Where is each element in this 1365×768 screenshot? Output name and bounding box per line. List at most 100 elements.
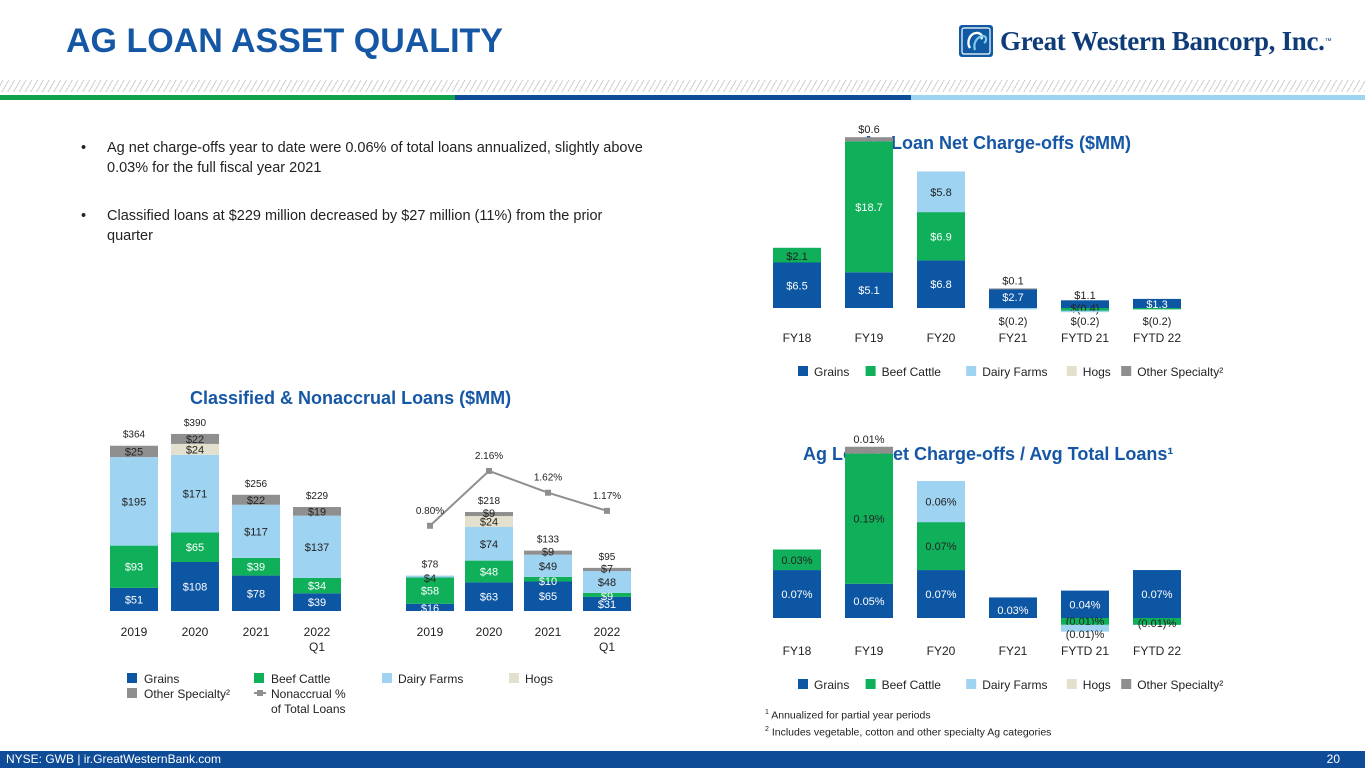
data-label: $22	[247, 495, 265, 507]
bar-beef-cattle	[1133, 308, 1181, 310]
logo-text: Great Western Bancorp, Inc.	[1000, 25, 1325, 56]
legend-label-dairy-farms: Dairy Farms	[398, 672, 463, 686]
legend-label-hogs: Hogs	[525, 672, 553, 686]
bar-grains	[989, 597, 1037, 618]
bullet-list: • Ag net charge-offs year to date were 0.…	[81, 138, 651, 274]
bar-grains	[845, 272, 893, 308]
total-label: $95	[599, 552, 616, 563]
data-label: $108	[183, 581, 207, 593]
bar-other-specialty	[845, 446, 893, 454]
legend-label-dairy-farms: Dairy Farms	[982, 678, 1047, 692]
bar-beef-cattle	[1061, 618, 1109, 625]
bar-beef-cattle	[524, 576, 572, 582]
legend-swatch-grains	[798, 366, 808, 376]
x-tick-label: FY21	[999, 644, 1028, 658]
x-tick-label: 2022	[594, 625, 621, 639]
data-label: $(0.4)	[1071, 303, 1100, 315]
data-label: $5.8	[930, 187, 951, 199]
data-label: $9	[601, 591, 613, 603]
x-tick-sublabel: Q1	[599, 640, 615, 654]
data-label: $6.9	[930, 231, 951, 243]
header-stripe-green	[0, 95, 455, 100]
bar-dairy-farms	[293, 515, 341, 578]
bar-beef-cattle	[171, 532, 219, 562]
data-label: $1.1	[1074, 290, 1095, 302]
bar-grains	[989, 289, 1037, 308]
x-tick-label: FYTD 22	[1133, 331, 1181, 345]
data-label: $19	[308, 506, 326, 518]
bullet-item: • Classified loans at $229 million decrea…	[81, 208, 603, 244]
x-tick-label: FY18	[783, 331, 812, 345]
data-label: $74	[480, 539, 498, 551]
bar-dairy-farms	[989, 308, 1037, 310]
data-label: $(0.2)	[999, 316, 1028, 328]
data-label: 0.19%	[853, 514, 884, 526]
data-label: 0.03%	[781, 555, 812, 567]
legend-label-grains: Grains	[144, 672, 179, 686]
data-label: $4	[424, 573, 436, 585]
bar-other-specialty	[845, 137, 893, 142]
legend-label-hogs: Hogs	[1083, 678, 1111, 692]
bar-hogs	[465, 516, 513, 528]
x-tick-label: 2019	[121, 625, 148, 639]
bar-beef-cattle	[773, 247, 821, 263]
bar-other-specialty	[110, 445, 158, 458]
data-label: $18.7	[855, 202, 883, 214]
bar-dairy-farms	[232, 504, 280, 558]
x-tick-label: FY18	[783, 644, 812, 658]
legend-label-beef-cattle: Beef Cattle	[271, 672, 331, 686]
legend-label-other-specialty: Other Specialty²	[1137, 678, 1223, 692]
nonaccrual-pct-label: 2.16%	[475, 451, 503, 462]
legend-label-nonaccrual-2: of Total Loans	[271, 702, 346, 716]
data-label: (0.01)%	[1066, 629, 1105, 641]
data-label: 0.01%	[853, 434, 884, 446]
bar-grains	[293, 593, 341, 611]
data-label: $117	[244, 526, 268, 538]
data-label: $22	[186, 434, 204, 446]
data-label: $(0.2)	[1071, 316, 1100, 328]
company-logo: Great Western Bancorp, Inc. ™	[958, 24, 1332, 58]
legend-swatch-dairy-farms	[966, 366, 977, 376]
nonaccrual-pct-label: 1.62%	[534, 473, 562, 484]
nonaccrual-pct-label: 0.80%	[416, 506, 444, 517]
legend-swatch-dairy-farms	[966, 679, 977, 689]
bar-grains	[1061, 590, 1109, 618]
x-tick-sublabel: Q1	[309, 640, 325, 654]
data-label: $7	[601, 563, 613, 575]
data-label: $24	[186, 444, 204, 456]
data-label: 0.07%	[925, 541, 956, 553]
data-label: $31	[598, 599, 616, 611]
legend-swatch-beef-cattle	[254, 673, 264, 683]
total-label: $218	[478, 496, 501, 507]
footnotes: 1 Annualized for partial year periods 2 …	[765, 706, 1051, 739]
data-label: $195	[122, 496, 146, 508]
data-label: $48	[480, 567, 498, 579]
data-label: $34	[308, 581, 326, 593]
legend-swatch-hogs	[1066, 366, 1077, 376]
legend-label-hogs: Hogs	[1083, 365, 1111, 379]
bar-beef-cattle	[406, 577, 454, 604]
data-label: $25	[125, 446, 143, 458]
data-label: $65	[186, 542, 204, 554]
nonaccrual-marker	[604, 507, 610, 514]
x-tick-label: FY19	[855, 644, 884, 658]
total-label: $364	[123, 430, 146, 441]
chart-title-chargeoff-ratio: Ag Loan Net Charge-offs / Avg Total Loan…	[803, 444, 1174, 464]
bar-grains	[110, 587, 158, 611]
data-label: $93	[125, 562, 143, 574]
bar-other-specialty	[232, 494, 280, 505]
bar-grains	[1061, 300, 1109, 308]
footer-ticker-link[interactable]: NYSE: GWB | ir.GreatWesternBank.com	[6, 752, 221, 766]
data-label: 0.07%	[781, 589, 812, 601]
legend-label-nonaccrual: Nonaccrual %	[271, 687, 346, 701]
data-label: $6.8	[930, 279, 951, 291]
logo-trademark: ™	[1324, 37, 1332, 45]
total-label: $229	[306, 491, 329, 502]
x-tick-label: FY21	[999, 331, 1028, 345]
data-label: (0.01)%	[1138, 618, 1177, 630]
bar-other-specialty	[465, 512, 513, 517]
bar-dairy-farms	[524, 554, 572, 577]
bar-other-specialty	[989, 288, 1037, 290]
data-label: $9	[542, 547, 554, 559]
data-label: $2.7	[1002, 292, 1023, 304]
